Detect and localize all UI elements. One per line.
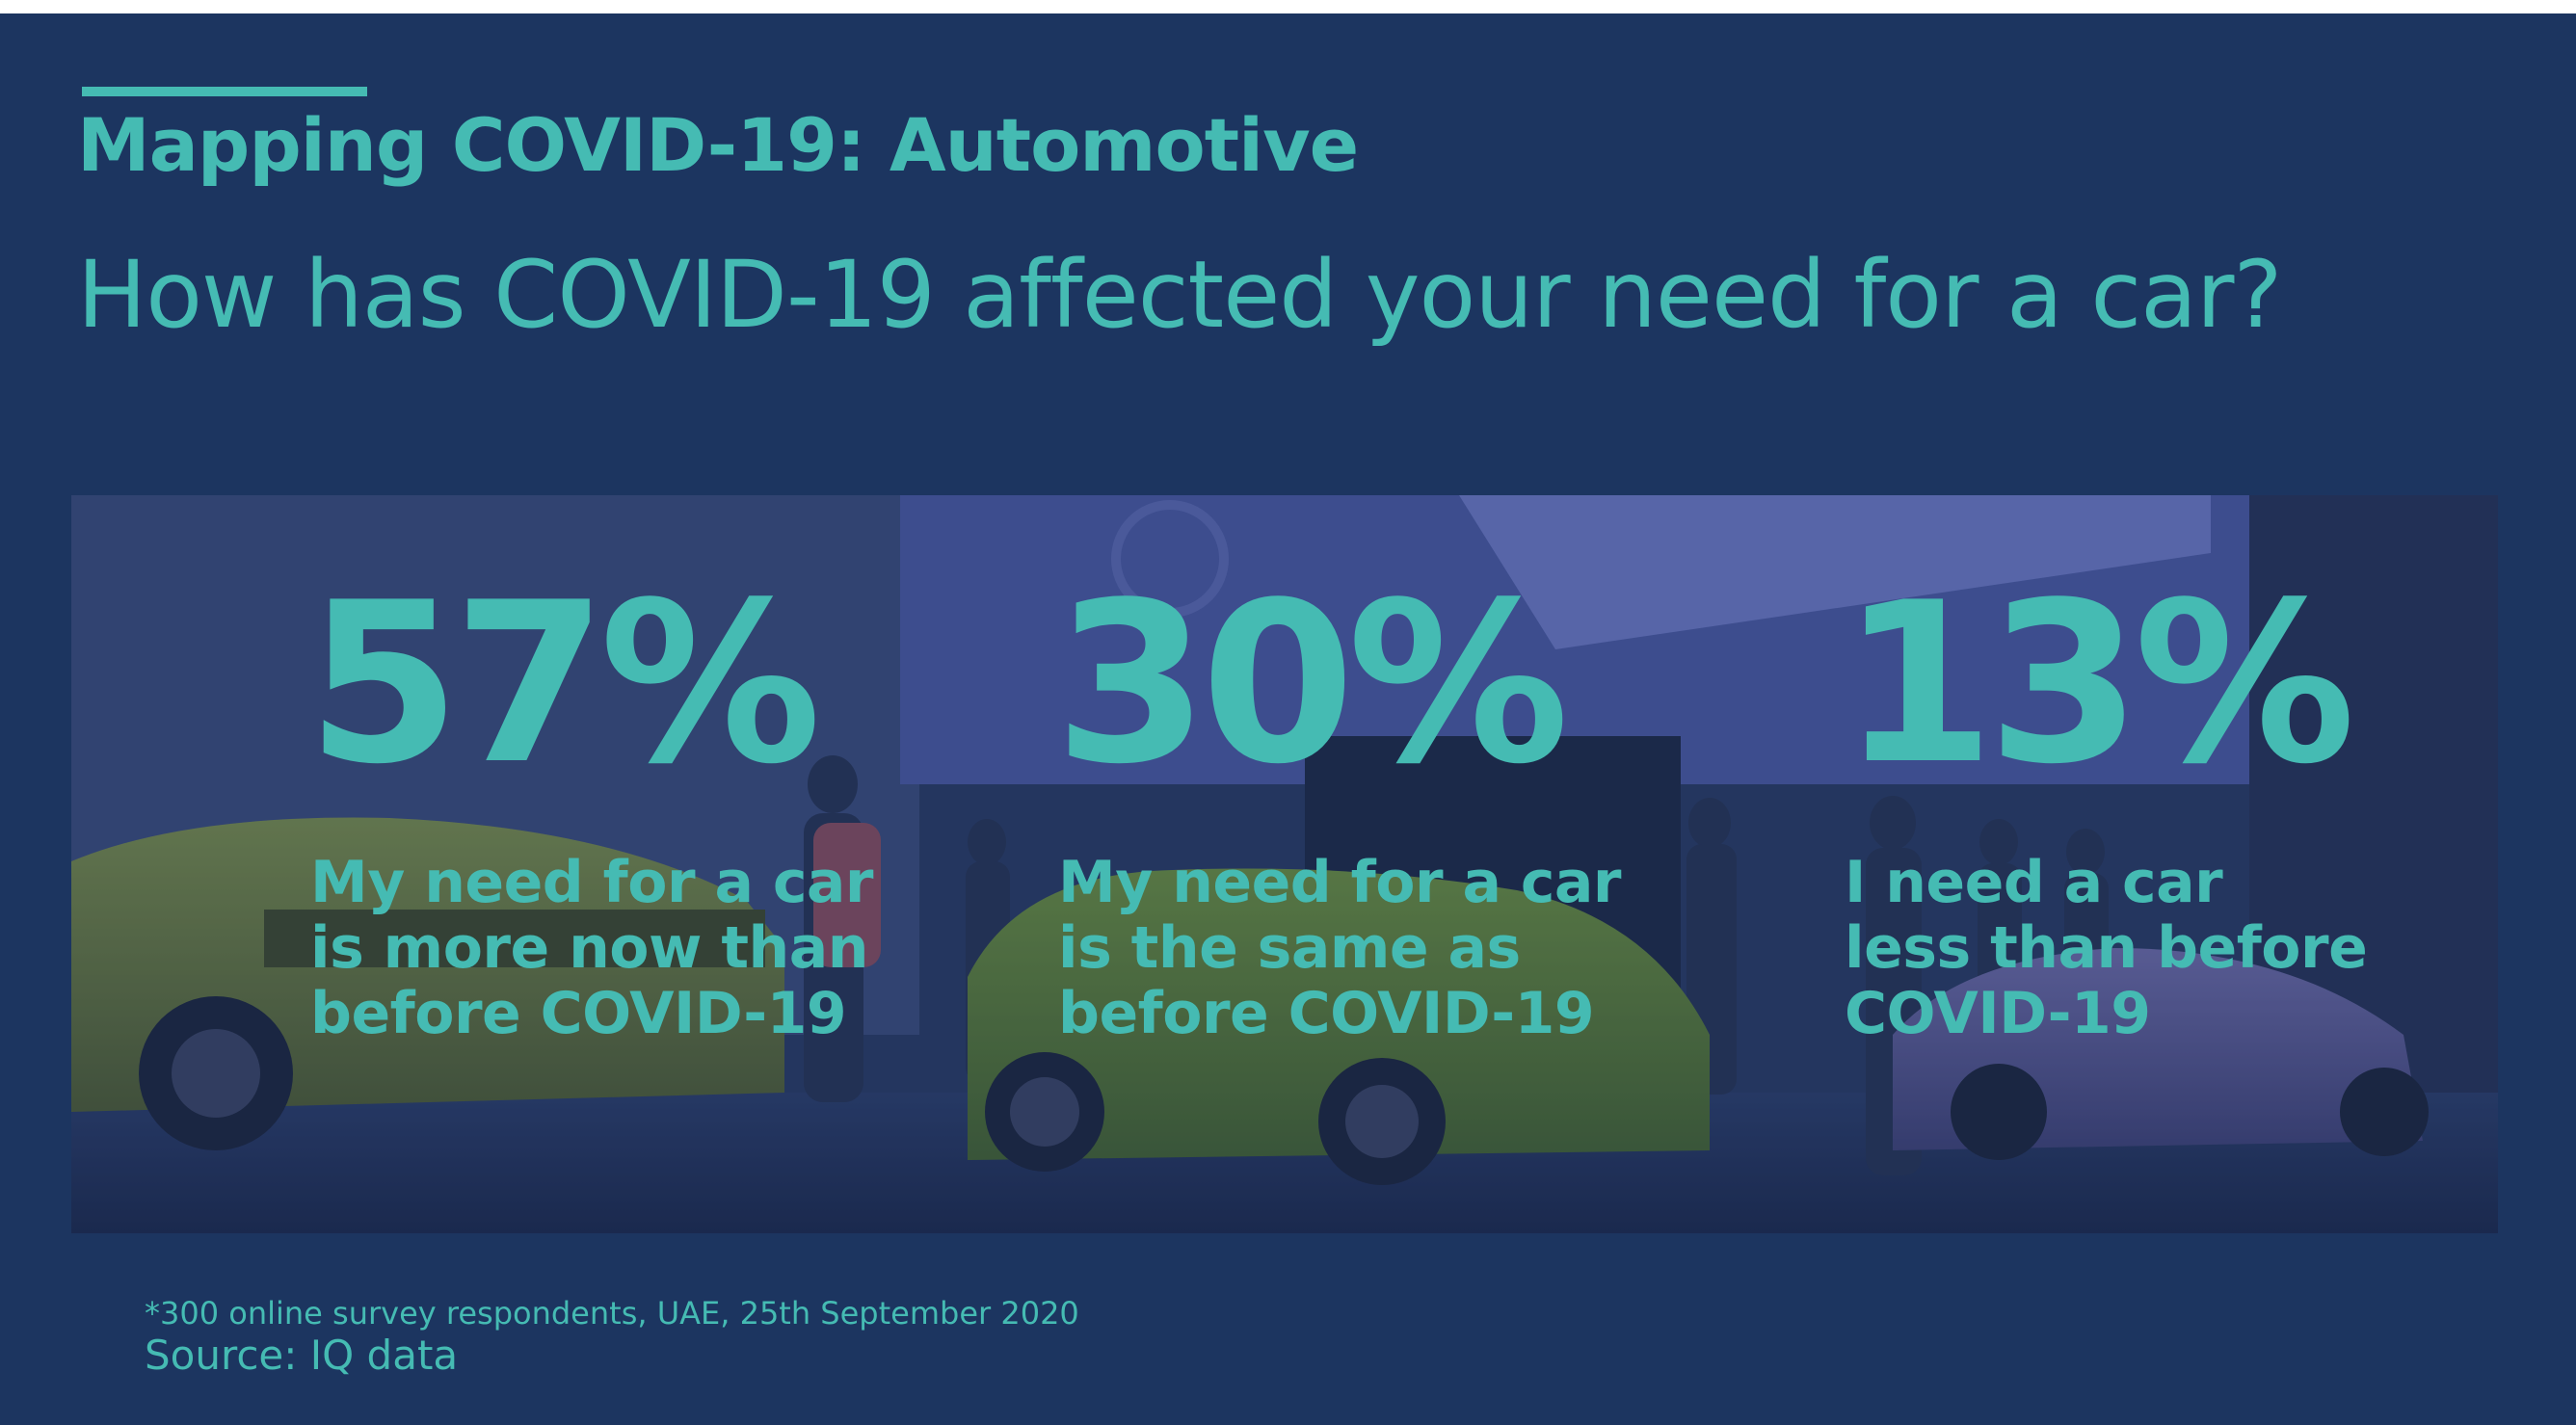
- survey-question: How has COVID-19 affected your need for …: [77, 241, 2282, 349]
- stat-description-line: is more now than: [310, 914, 868, 982]
- stat-description-line: My need for a car: [310, 849, 873, 916]
- stat-description-line: less than before: [1845, 914, 2368, 982]
- stat-description-line: My need for a car: [1058, 849, 1621, 916]
- stat-percentage: 13%: [1841, 556, 2356, 813]
- title-accent-rule: [82, 87, 367, 96]
- stat-more-need: 57% My need for a car is more now than b…: [306, 495, 908, 1233]
- section-title: Mapping COVID-19: Automotive: [77, 102, 1359, 188]
- stat-percentage: 30%: [1054, 556, 1570, 813]
- stat-description: My need for a car is more now than befor…: [310, 850, 908, 1046]
- stat-description-line: COVID-19: [1845, 980, 2151, 1047]
- stat-description-line: before COVID-19: [1058, 980, 1595, 1047]
- stat-same-need: 30% My need for a car is the same as bef…: [1054, 495, 1656, 1233]
- stat-description-line: is the same as: [1058, 914, 1521, 982]
- stat-description-line: I need a car: [1845, 849, 2223, 916]
- stat-description: My need for a car is the same as before …: [1058, 850, 1656, 1046]
- showroom-illustration: [71, 495, 2498, 1233]
- car-showroom-photo: 57% My need for a car is more now than b…: [71, 495, 2498, 1233]
- source-citation: Source: IQ data: [145, 1332, 459, 1379]
- survey-footnote: *300 online survey respondents, UAE, 25t…: [145, 1295, 1079, 1332]
- slide: Mapping COVID-19: Automotive How has COV…: [0, 13, 2576, 1425]
- stat-less-need: 13% I need a car less than before COVID-…: [1841, 495, 2442, 1233]
- stat-description: I need a car less than before COVID-19: [1845, 850, 2442, 1046]
- stat-description-line: before COVID-19: [310, 980, 847, 1047]
- stat-percentage: 57%: [306, 556, 822, 813]
